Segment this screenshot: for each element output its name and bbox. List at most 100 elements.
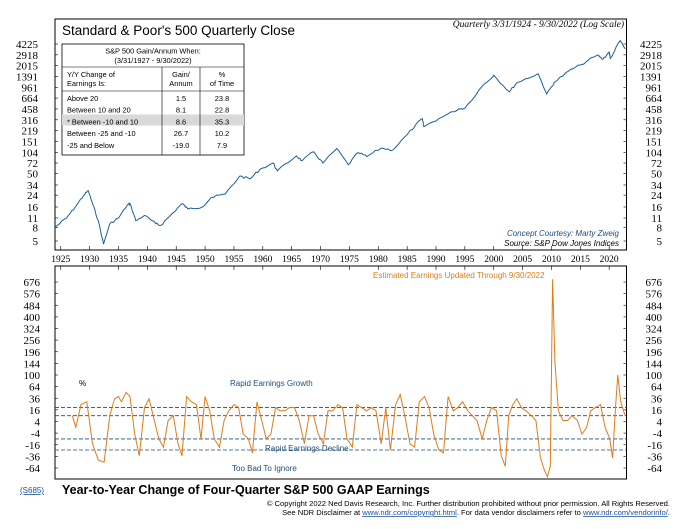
table-rows: Above 20 1.5 23.8 Between 10 and 20 8.1 22.8 *…	[67, 94, 229, 150]
x-tick-label: 1995	[455, 255, 474, 265]
bottom-y-tick-left: 484	[24, 300, 41, 312]
x-tick-label: 1930	[80, 255, 99, 265]
ref-label-too-bad: Too Bad To Ignore	[232, 464, 297, 473]
table-row-time: 23.8	[215, 94, 229, 103]
bottom-y-tick-right: 400	[646, 312, 663, 324]
x-axis-ticks: 1925 1930 1935 1940 1945 1950 1955 1960 1965 1970…	[51, 246, 619, 270]
bottom-y-tick-right: 100	[646, 370, 663, 382]
credit-concept: Concept Courtesy: Marty Zweig	[507, 229, 620, 238]
copyright-line2-mid: . For data vendor disclaimers refer to	[457, 508, 583, 517]
top-y-tick-left: 50	[27, 169, 39, 181]
top-y-tick-left: 16	[27, 202, 39, 214]
bottom-y-tick-right: -64	[647, 463, 662, 475]
top-y-tick-left: 219	[22, 126, 39, 138]
x-tick-label: 1980	[369, 255, 388, 265]
bottom-y-ticks-right: 6765764844003242561961441006436164-4-16-…	[623, 277, 663, 475]
chart-id-badge[interactable]: (S685)	[20, 486, 44, 495]
x-tick-label: 2015	[571, 255, 590, 265]
table-header-col3-line1: %	[219, 70, 226, 79]
table-row-gain: 8.6	[176, 117, 186, 126]
bottom-y-tick-right: 144	[646, 358, 663, 370]
top-y-tick-right: 5	[657, 236, 663, 248]
top-y-tick-left: 316	[22, 115, 39, 127]
sp500-series-line	[54, 39, 626, 245]
top-y-tick-left: 34	[27, 180, 39, 192]
top-y-tick-left: 24	[27, 190, 39, 202]
copyright-line2: See NDR Disclaimer at www.ndr.com/copyri…	[282, 508, 670, 517]
table-row-label: * Between -10 and 10	[67, 117, 138, 126]
x-tick-label: 1960	[253, 255, 272, 265]
bottom-y-tick-left: 576	[24, 289, 41, 301]
x-tick-label: 1945	[167, 255, 186, 265]
table-row-time: 35.3	[215, 117, 229, 126]
bottom-y-tick-right: 16	[651, 405, 663, 417]
bottom-y-tick-right: 36	[651, 393, 663, 405]
x-tick-label: 1975	[340, 255, 359, 265]
top-chart-subtitle: Quarterly 3/31/1924 - 9/30/2022 (Log Sca…	[453, 19, 624, 30]
top-y-tick-right: 16	[651, 202, 663, 214]
x-tick-label: 2020	[600, 255, 619, 265]
top-y-ticks-left: 4225291820151391961664458316219151104725…	[16, 39, 58, 248]
bottom-y-tick-left: -16	[25, 440, 40, 452]
table-title-line2: (3/31/1927 - 9/30/2022)	[114, 56, 191, 65]
bottom-y-tick-left: 16	[29, 405, 41, 417]
table-row-time: 22.8	[215, 106, 229, 115]
credit-source: Source: S&P Dow Jones Indices	[504, 239, 619, 248]
ref-label-rapid-decline: Rapid Earnings Decline	[265, 444, 349, 453]
bottom-y-tick-right: -36	[647, 451, 662, 463]
x-tick-label: 1990	[427, 255, 446, 265]
bottom-y-tick-left: 64	[29, 382, 41, 394]
table-row-label: -25 and Below	[67, 141, 115, 150]
table-row-highlight	[62, 114, 244, 126]
bottom-y-tick-right: -4	[653, 428, 663, 440]
top-y-tick-right: 104	[646, 147, 663, 159]
x-tick-label: 1940	[138, 255, 157, 265]
bottom-y-tick-left: 4	[35, 417, 41, 429]
table-row-label: Between 10 and 20	[67, 106, 131, 115]
bottom-y-unit-label: %	[79, 379, 86, 388]
top-y-tick-right: 2015	[640, 61, 663, 73]
bottom-y-tick-left: 400	[24, 312, 41, 324]
table-row-gain: -19.0	[173, 141, 190, 150]
x-tick-label: 1950	[196, 255, 215, 265]
top-y-tick-left: 961	[22, 82, 39, 94]
copyright-line1: © Copyright 2022 Ned Davis Research, Inc…	[267, 499, 670, 508]
bottom-y-tick-right: 4	[657, 417, 663, 429]
table-header-col2-line2: Annum	[169, 79, 192, 88]
bottom-y-ticks-left: 6765764844003242561961441006436164-4-16-…	[24, 277, 58, 475]
top-y-tick-right: 664	[646, 93, 663, 105]
bottom-y-tick-left: 196	[24, 347, 41, 359]
table-header-col1-line1: Y/Y Change of	[67, 70, 116, 79]
table-row-gain: 26.7	[174, 129, 188, 138]
table-frame	[61, 43, 245, 156]
x-tick-label: 2010	[542, 255, 561, 265]
x-tick-label: 2000	[484, 255, 503, 265]
bottom-y-tick-right: 196	[646, 347, 663, 359]
gain-per-annum-table: S&P 500 Gain/Annum When: (3/31/1927 - 9/…	[61, 43, 245, 156]
x-tick-label: 1955	[224, 255, 243, 265]
x-tick-label: 1925	[51, 255, 70, 265]
top-y-tick-right: 4225	[640, 39, 663, 51]
top-y-tick-left: 11	[27, 213, 38, 225]
top-y-tick-left: 458	[22, 104, 39, 116]
table-row-gain: 8.1	[176, 106, 186, 115]
table-title-line1: S&P 500 Gain/Annum When:	[105, 47, 201, 56]
copyright-link[interactable]: www.ndr.com/copyright.html	[361, 508, 457, 517]
top-y-tick-left: 2015	[16, 61, 39, 73]
estimate-note: Estimated Earnings Updated Through 9/30/…	[373, 271, 545, 280]
table-row-label: Above 20	[67, 94, 98, 103]
top-y-tick-left: 104	[22, 147, 39, 159]
copyright-line2-post: .	[668, 508, 670, 517]
bottom-y-tick-right: 64	[651, 382, 663, 394]
top-y-tick-right: 24	[651, 190, 663, 202]
bottom-y-tick-left: 144	[24, 358, 41, 370]
top-y-tick-left: 5	[33, 236, 39, 248]
top-y-tick-left: 664	[22, 93, 39, 105]
top-y-tick-left: 4225	[16, 39, 39, 51]
x-tick-label: 2005	[513, 255, 532, 265]
top-y-tick-right: 458	[646, 104, 663, 116]
bottom-y-tick-right: -16	[647, 440, 662, 452]
vendor-info-link[interactable]: www.ndr.com/vendorinfo/	[582, 508, 669, 517]
top-y-ticks-right: 4225291820151391961664458316219151104725…	[623, 39, 663, 248]
